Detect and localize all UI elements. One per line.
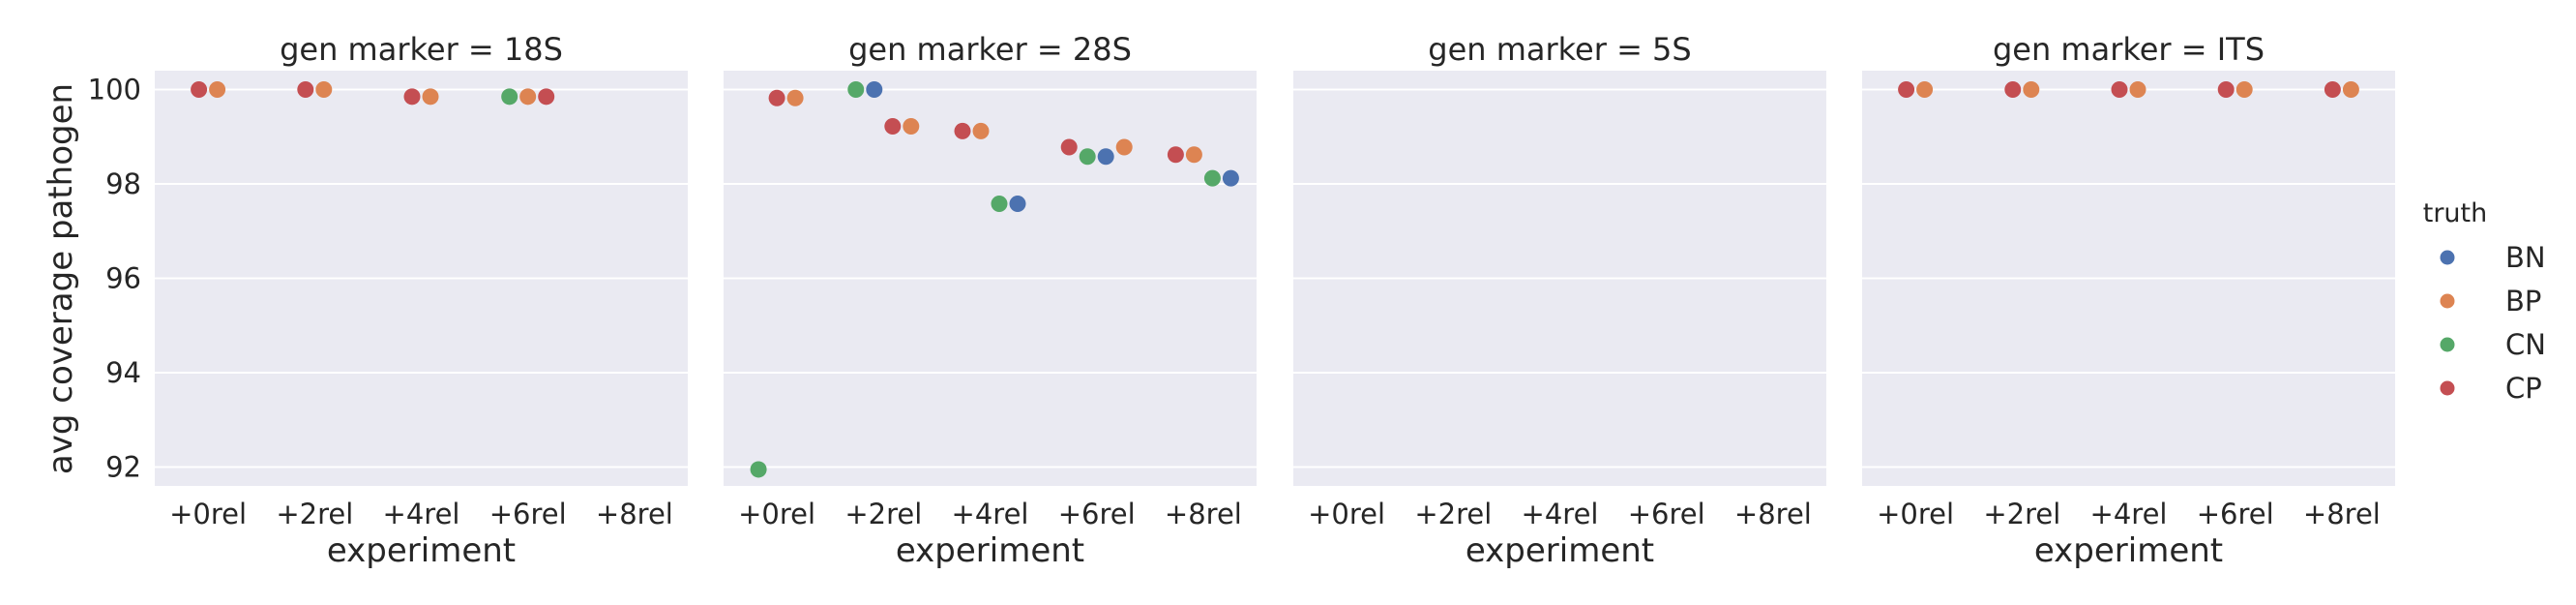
legend-label: BP: [2505, 285, 2541, 318]
data-point-cn: [991, 195, 1008, 212]
data-point-cn: [847, 81, 865, 98]
legend-label: BN: [2505, 241, 2546, 274]
facet-title: gen marker = 18S: [280, 31, 563, 68]
data-point-bn: [1009, 195, 1026, 212]
data-point-cp: [2004, 81, 2022, 98]
x-axis-label: experiment: [2034, 531, 2223, 570]
data-point-cp: [191, 81, 208, 98]
data-point-bp: [1185, 146, 1202, 164]
x-tick-label: +0rel: [169, 498, 247, 530]
x-tick-label: +8rel: [1165, 498, 1242, 530]
x-tick-label: +4rel: [1522, 498, 1599, 530]
y-tick-label: 94: [105, 356, 141, 389]
data-point-bp: [2235, 81, 2253, 98]
x-axis-label: experiment: [1466, 531, 1654, 570]
y-tick-label: 92: [105, 451, 141, 484]
data-point-cp: [403, 88, 421, 106]
legend-label: CN: [2505, 328, 2546, 361]
data-point-bp: [209, 81, 226, 98]
x-tick-label: +2rel: [1414, 498, 1492, 530]
facet-panel: gen marker = ITS +0rel +2rel +4rel +6rel +8re…: [1862, 31, 2395, 570]
legend: truth BN BP CN CP: [2423, 198, 2546, 405]
data-point-cn: [1203, 169, 1221, 187]
data-point-cn: [501, 88, 518, 106]
data-point-bp: [2023, 81, 2040, 98]
data-point-cp: [2217, 81, 2235, 98]
legend-marker: [2440, 380, 2455, 396]
y-tick-label: 100: [88, 74, 141, 106]
data-point-cp: [2111, 81, 2128, 98]
data-point-cp: [297, 81, 314, 98]
data-point-cp: [1898, 81, 1915, 98]
x-tick-label: +8rel: [1734, 498, 1812, 530]
data-point-cp: [954, 122, 971, 139]
x-tick-label: +8rel: [596, 498, 673, 530]
x-tick-label: +2rel: [1983, 498, 2060, 530]
data-point-bp: [972, 122, 990, 139]
y-tick-label: 98: [105, 167, 141, 200]
facet-panel: gen marker = 5S +0rel +2rel +4rel +6rel +8rel…: [1293, 31, 1826, 570]
data-point-bp: [1115, 138, 1133, 156]
x-tick-label: +4rel: [952, 498, 1029, 530]
x-tick-label: +0rel: [738, 498, 815, 530]
facet-title: gen marker = 5S: [1428, 31, 1691, 68]
x-tick-label: +6rel: [1628, 498, 1705, 530]
data-point-bp: [786, 89, 804, 106]
legend-marker: [2440, 250, 2455, 265]
legend-marker: [2440, 337, 2455, 352]
x-tick-label: +0rel: [1877, 498, 1954, 530]
data-point-bn: [866, 81, 883, 98]
facet-panel: gen marker = 28S +0rel +2rel +4rel +6rel +8re…: [724, 31, 1257, 570]
facet-title: gen marker = 28S: [848, 31, 1132, 68]
data-point-bn: [1097, 148, 1114, 166]
x-tick-label: +8rel: [2303, 498, 2381, 530]
x-tick-label: +6rel: [1058, 498, 1136, 530]
data-point-bp: [315, 81, 333, 98]
data-point-cp: [1167, 146, 1184, 164]
x-tick-label: +6rel: [2197, 498, 2274, 530]
data-point-cp: [1060, 138, 1078, 156]
data-point-bp: [903, 118, 920, 136]
data-point-cp: [768, 89, 785, 106]
data-point-cp: [2324, 81, 2341, 98]
x-tick-label: +2rel: [844, 498, 922, 530]
facet-title: gen marker = ITS: [1993, 31, 2265, 68]
data-point-cp: [884, 118, 902, 136]
data-point-bp: [2342, 81, 2359, 98]
legend-item-bn: BN: [2440, 241, 2546, 274]
x-tick-label: +4rel: [383, 498, 460, 530]
data-point-bp: [422, 88, 439, 106]
x-tick-label: +2rel: [276, 498, 353, 530]
facet-panel: gen marker = 18S 92 94 96 98 100 +0rel +2rel +4r…: [88, 31, 688, 570]
legend-title: truth: [2423, 198, 2488, 228]
legend-item-bp: BP: [2440, 285, 2541, 318]
data-point-bp: [2129, 81, 2147, 98]
data-point-cn: [750, 461, 767, 478]
data-point-bp: [1916, 81, 1934, 98]
x-tick-label: +0rel: [1308, 498, 1385, 530]
x-axis-label: experiment: [327, 531, 516, 570]
y-axis-label: avg coverage pathogen: [42, 83, 80, 474]
data-point-bn: [1222, 169, 1239, 187]
data-point-cn: [1079, 148, 1096, 166]
legend-label: CP: [2505, 372, 2542, 405]
legend-item-cp: CP: [2440, 372, 2542, 405]
facet-panels: gen marker = 18S 92 94 96 98 100 +0rel +2rel +4r…: [88, 31, 2395, 570]
legend-marker: [2440, 293, 2455, 309]
data-point-cp: [538, 88, 555, 106]
y-tick-label: 96: [105, 262, 141, 295]
x-tick-label: +6rel: [489, 498, 567, 530]
data-point-bp: [519, 88, 537, 106]
x-tick-label: +4rel: [2090, 498, 2168, 530]
legend-item-cn: CN: [2440, 328, 2546, 361]
x-axis-label: experiment: [896, 531, 1084, 570]
